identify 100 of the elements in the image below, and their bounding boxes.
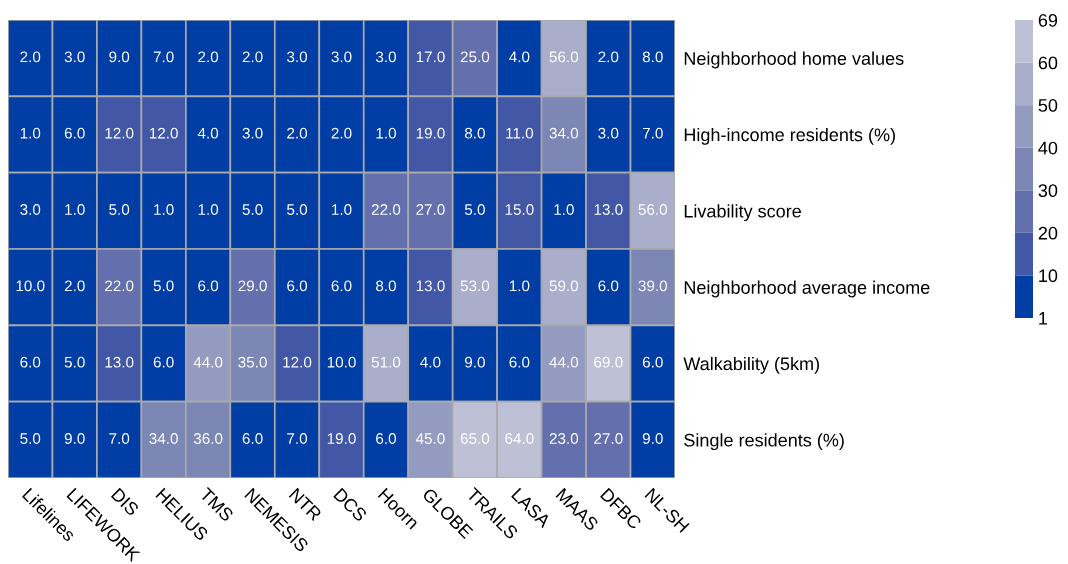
data-label: 19.0 [327,433,356,444]
data-label: 12.0 [283,356,312,368]
data-label: 6.0 [642,356,663,368]
color-bar-label: 60 [1038,56,1058,70]
data-label: 5.0 [153,280,174,292]
data-label: 64.0 [505,433,534,444]
data-label: 3.0 [242,127,263,139]
data-label: 5.0 [287,204,308,215]
y-tick-label: Neighborhood average income [684,280,930,298]
y-tick-label: Single residents (%) [684,433,844,451]
data-label: 25.0 [460,51,490,63]
data-label: 5.0 [64,356,85,368]
data-label: 3.0 [20,204,41,215]
data-label: 56.0 [638,204,668,215]
data-label: 6.0 [331,280,352,292]
data-label: 53.0 [460,280,490,292]
y-tick-label: Walkability (5km) [683,356,819,374]
data-label: 6.0 [509,356,530,368]
data-label: 6.0 [20,356,41,368]
y-tick-label: Neighborhood home values [684,51,904,69]
data-label: 2.0 [198,51,219,63]
data-label: 13.0 [416,280,445,292]
data-label: 4.0 [509,51,530,63]
data-label: 6.0 [153,356,174,368]
data-label: 9.0 [465,356,485,368]
data-label: 2.0 [598,51,619,63]
data-label: 5.0 [20,433,41,444]
color-bar-label: 50 [1038,99,1058,112]
data-label: 2.0 [20,51,41,63]
data-label: 9.0 [64,433,85,444]
data-label: 7.0 [109,433,130,444]
data-label: 3.0 [287,51,308,63]
data-label: 6.0 [287,280,308,292]
color-bar-label: 20 [1038,226,1058,240]
color-bar-label: 69 [1038,13,1058,27]
data-label: 15.0 [505,204,534,215]
data-label: 10.0 [327,356,356,368]
data-label: 44.0 [193,356,223,368]
data-label: 34.0 [549,127,579,139]
data-label: 2.0 [242,51,263,63]
y-tick-label: Livability score [684,204,801,222]
data-label: 8.0 [464,127,485,139]
data-label: 23.0 [549,433,579,444]
data-label: 10.0 [16,280,45,292]
data-label: 1.0 [154,204,174,215]
data-label: 27.0 [416,204,445,215]
data-label: 3.0 [598,127,619,139]
data-label: 3.0 [331,51,352,63]
data-label: 9.0 [109,51,130,63]
data-label: 13.0 [105,356,134,368]
data-label: 4.0 [197,127,219,139]
color-bar-label: 10 [1039,269,1058,283]
data-label: 6.0 [598,280,619,292]
data-label: 3.0 [375,51,396,63]
data-label: 45.0 [415,433,445,444]
data-label: 5.0 [109,204,130,215]
data-label: 22.0 [371,204,401,215]
y-tick-label: High-income residents (%) [684,127,895,145]
data-label: 65.0 [460,433,490,444]
color-bar-label: 1 [1039,312,1048,325]
data-label: 7.0 [153,51,174,63]
data-label: 51.0 [371,356,401,368]
data-label: 8.0 [376,280,396,292]
data-label: 3.0 [64,51,85,63]
data-label: 12.0 [149,127,178,139]
data-label: 6.0 [64,127,85,139]
data-label: 36.0 [193,433,223,444]
data-label: 8.0 [642,51,663,63]
color-bar-label: 30 [1038,184,1058,198]
data-label: 1.0 [509,280,530,292]
color-bar-label: 40 [1038,141,1058,155]
data-label: 22.0 [105,280,134,292]
data-label: 5.0 [464,204,485,215]
data-label: 19.0 [416,127,445,139]
data-label: 1.0 [65,204,85,215]
data-label: 2.0 [64,280,85,292]
data-label: 39.0 [638,280,668,292]
data-label: 5.0 [242,204,263,215]
data-label: 4.0 [420,356,441,368]
data-label: 2.0 [331,127,352,139]
data-label: 1.0 [554,204,574,215]
data-label: 12.0 [105,127,134,139]
data-label: 35.0 [238,356,267,368]
data-label: 29.0 [238,280,267,292]
data-label: 9.0 [642,433,663,444]
data-label: 44.0 [549,356,579,368]
data-label: 6.0 [198,280,219,292]
data-label: 1.0 [198,204,219,215]
data-label: 7.0 [642,127,663,139]
data-label: 1.0 [376,127,396,139]
data-label: 1.0 [20,127,41,139]
data-label: 1.0 [332,204,352,215]
data-label: 6.0 [376,433,396,444]
data-label: 13.0 [594,204,623,215]
data-label: 59.0 [549,280,579,292]
data-label: 34.0 [149,433,178,444]
data-label: 6.0 [242,433,263,444]
data-label: 7.0 [287,433,308,444]
data-label: 11.0 [506,127,534,139]
data-label: 27.0 [594,433,623,444]
